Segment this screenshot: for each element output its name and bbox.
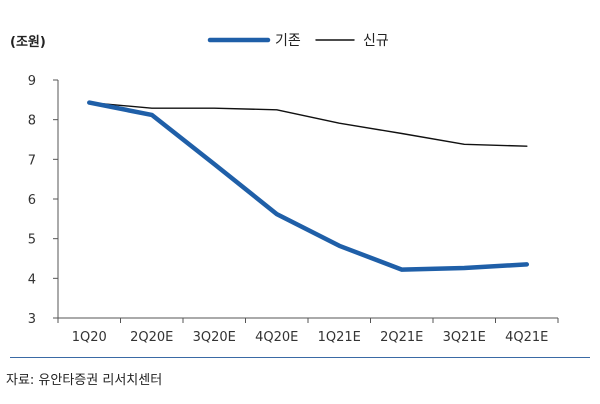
y-tick-label: 7 — [28, 153, 36, 168]
y-tick-label: 9 — [28, 74, 36, 89]
legend: 기존 신규 — [207, 33, 389, 49]
x-tick-label: 1Q21E — [318, 330, 361, 345]
unit-label: (조원) — [10, 35, 46, 50]
x-tick-label: 2Q20E — [130, 330, 173, 345]
series-group — [87, 100, 530, 272]
series-line-existing — [87, 100, 530, 272]
x-tick-label: 4Q21E — [505, 330, 548, 345]
y-tick-label: 3 — [28, 312, 36, 327]
y-axis: 3 4 5 6 7 8 9 — [28, 74, 59, 327]
y-tick-label: 5 — [28, 233, 36, 248]
x-tick-label: 1Q20 — [72, 330, 107, 345]
x-tick-label: 4Q20E — [255, 330, 298, 345]
x-tick-label: 3Q21E — [443, 330, 486, 345]
x-tick-label: 3Q20E — [193, 330, 236, 345]
x-tick-label: 2Q21E — [380, 330, 423, 345]
y-tick-label: 4 — [28, 272, 36, 287]
y-tick-label: 6 — [28, 193, 36, 208]
source-divider — [10, 357, 590, 358]
source-note: 자료: 유안타증권 리서치센터 — [6, 373, 163, 388]
series-line-new — [88, 101, 528, 147]
legend-label-existing: 기존 — [275, 33, 301, 49]
x-axis: 1Q20 2Q20E 3Q20E 4Q20E 1Q21E 2Q21E 3Q21E 4Q21E — [57, 317, 559, 345]
legend-label-new: 신규 — [363, 33, 389, 49]
y-tick-label: 8 — [28, 114, 36, 129]
